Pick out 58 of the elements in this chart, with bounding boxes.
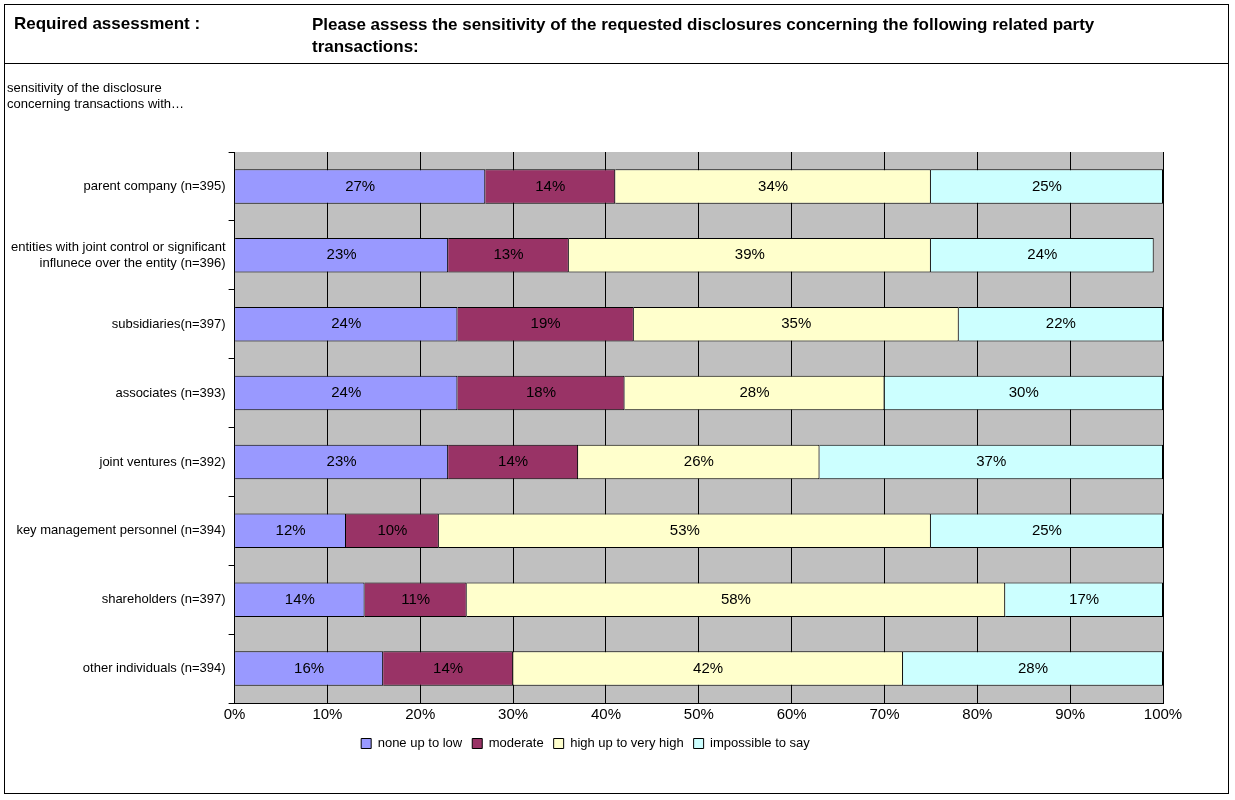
- legend-label: high up to very high: [570, 735, 684, 751]
- data-label: 53%: [669, 520, 700, 538]
- data-label: 23%: [326, 452, 357, 470]
- data-label: 10%: [377, 520, 408, 538]
- x-tick-label: 60%: [776, 705, 807, 723]
- data-label: 19%: [530, 314, 561, 332]
- data-label: 13%: [493, 245, 524, 263]
- data-label: 28%: [1018, 658, 1049, 676]
- y-tick-label: shareholders (n=397): [101, 591, 226, 607]
- x-tick-label: 20%: [405, 705, 436, 723]
- data-label: 30%: [1008, 383, 1039, 401]
- data-label: 23%: [326, 245, 357, 263]
- y-tick-label: joint ventures (n=392): [98, 453, 226, 469]
- y-tick-label: key management personnel (n=394): [16, 522, 226, 538]
- legend-label: impossible to say: [710, 735, 811, 751]
- data-label: 39%: [734, 245, 765, 263]
- data-label: 25%: [1031, 520, 1062, 538]
- text: Required assessment :: [14, 14, 201, 34]
- x-tick-label: 80%: [962, 705, 993, 723]
- data-label: 24%: [1027, 245, 1058, 263]
- data-label: 42%: [693, 658, 724, 676]
- y-tick-label: parent company (n=395): [83, 178, 226, 194]
- y-tick-label: subsidiaries(n=397): [111, 315, 226, 331]
- data-label: 25%: [1031, 176, 1062, 194]
- chart-title: Please assess the sensitivity of the requested disclosures concerning the following related party transactions:: [312, 14, 1096, 58]
- data-label: 12%: [275, 520, 306, 538]
- data-label: 14%: [535, 176, 566, 194]
- legend-label: moderate: [488, 735, 544, 751]
- legend-label: none up to low: [377, 735, 463, 751]
- data-label: 14%: [433, 658, 464, 676]
- data-label: 18%: [525, 383, 556, 401]
- data-label: 11%: [401, 589, 431, 607]
- x-tick-label: 30%: [498, 705, 529, 723]
- data-label: 14%: [284, 589, 315, 607]
- x-tick-label: 50%: [683, 705, 714, 723]
- y-tick-label: other individuals (n=394): [82, 660, 226, 676]
- data-label: 22%: [1045, 314, 1076, 332]
- data-label: 16%: [294, 658, 325, 676]
- y-tick-label: associates (n=393): [115, 384, 226, 400]
- data-label: 27%: [345, 176, 376, 194]
- data-label: 58%: [720, 589, 751, 607]
- data-label: 37%: [976, 452, 1007, 470]
- data-label: 24%: [331, 314, 362, 332]
- x-tick-label: 90%: [1055, 705, 1086, 723]
- data-label: 17%: [1069, 589, 1100, 607]
- x-tick-label: 0%: [223, 705, 246, 723]
- x-tick-label: 70%: [869, 705, 900, 723]
- data-label: 35%: [781, 314, 812, 332]
- x-tick-label: 100%: [1143, 705, 1183, 723]
- data-label: 34%: [758, 176, 789, 194]
- x-tick-label: 10%: [312, 705, 343, 723]
- y-axis-title: sensitivity of the disclosure concerning transactions with…: [7, 80, 186, 112]
- y-tick-label: entities with joint control or significant influnece over the entity (n=396): [10, 239, 226, 270]
- data-label: 14%: [498, 452, 529, 470]
- x-tick-label: 40%: [590, 705, 621, 723]
- data-label: 28%: [739, 383, 770, 401]
- data-label: 26%: [683, 452, 714, 470]
- data-label: 24%: [331, 383, 362, 401]
